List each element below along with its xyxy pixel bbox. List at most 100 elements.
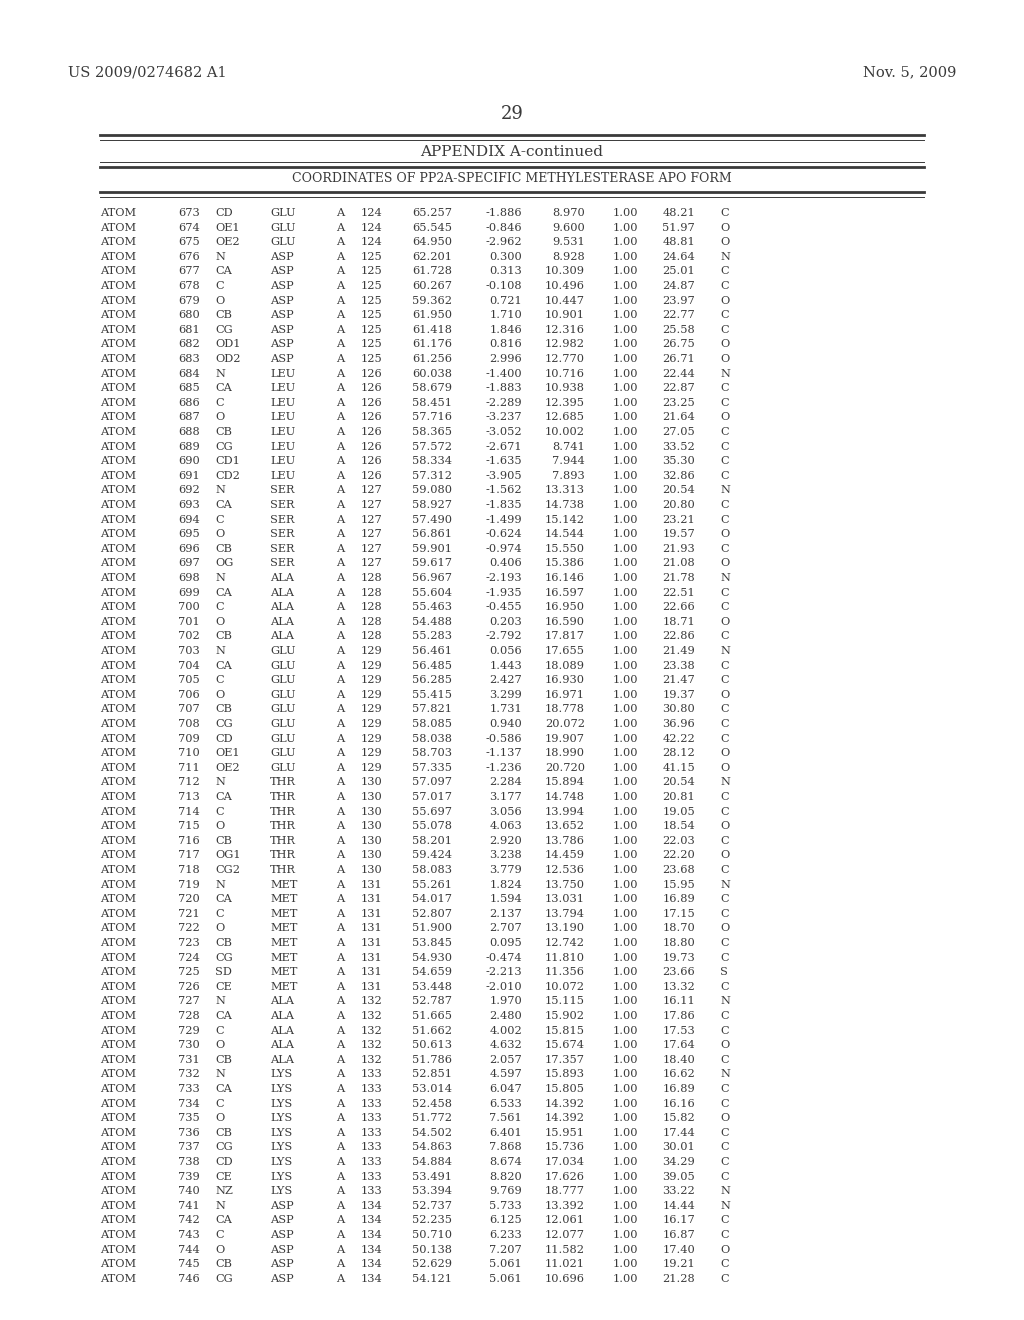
Text: 707: 707 bbox=[178, 705, 200, 714]
Text: 735: 735 bbox=[178, 1113, 200, 1123]
Text: 676: 676 bbox=[178, 252, 200, 261]
Text: 130: 130 bbox=[360, 807, 382, 817]
Text: 16.17: 16.17 bbox=[663, 1216, 695, 1225]
Text: ASP: ASP bbox=[270, 325, 294, 335]
Text: C: C bbox=[720, 807, 729, 817]
Text: 13.031: 13.031 bbox=[545, 894, 585, 904]
Text: 679: 679 bbox=[178, 296, 200, 306]
Text: 55.697: 55.697 bbox=[412, 807, 452, 817]
Text: A: A bbox=[336, 1113, 344, 1123]
Text: 682: 682 bbox=[178, 339, 200, 350]
Text: ATOM: ATOM bbox=[100, 705, 136, 714]
Text: A: A bbox=[336, 1040, 344, 1051]
Text: 126: 126 bbox=[360, 442, 382, 451]
Text: 1.00: 1.00 bbox=[612, 1216, 638, 1225]
Text: 21.47: 21.47 bbox=[663, 676, 695, 685]
Text: 127: 127 bbox=[360, 515, 382, 524]
Text: 8.820: 8.820 bbox=[489, 1172, 522, 1181]
Text: 15.674: 15.674 bbox=[545, 1040, 585, 1051]
Text: CE: CE bbox=[215, 1172, 231, 1181]
Text: 1.00: 1.00 bbox=[612, 544, 638, 554]
Text: 8.741: 8.741 bbox=[552, 442, 585, 451]
Text: A: A bbox=[336, 442, 344, 451]
Text: 22.77: 22.77 bbox=[663, 310, 695, 321]
Text: 1.00: 1.00 bbox=[612, 426, 638, 437]
Text: 65.257: 65.257 bbox=[412, 209, 452, 218]
Text: 53.845: 53.845 bbox=[412, 939, 452, 948]
Text: 746: 746 bbox=[178, 1274, 200, 1284]
Text: ATOM: ATOM bbox=[100, 1187, 136, 1196]
Text: -1.835: -1.835 bbox=[485, 500, 522, 510]
Text: 130: 130 bbox=[360, 821, 382, 832]
Text: 2.057: 2.057 bbox=[489, 1055, 522, 1065]
Text: 126: 126 bbox=[360, 457, 382, 466]
Text: 125: 125 bbox=[360, 296, 382, 306]
Text: C: C bbox=[720, 631, 729, 642]
Text: ATOM: ATOM bbox=[100, 383, 136, 393]
Text: 12.061: 12.061 bbox=[545, 1216, 585, 1225]
Text: 58.927: 58.927 bbox=[412, 500, 452, 510]
Text: 1.00: 1.00 bbox=[612, 968, 638, 977]
Text: 20.81: 20.81 bbox=[663, 792, 695, 803]
Text: 131: 131 bbox=[360, 968, 382, 977]
Text: 4.063: 4.063 bbox=[489, 821, 522, 832]
Text: ATOM: ATOM bbox=[100, 690, 136, 700]
Text: 736: 736 bbox=[178, 1127, 200, 1138]
Text: 134: 134 bbox=[360, 1245, 382, 1254]
Text: OE2: OE2 bbox=[215, 238, 240, 247]
Text: 128: 128 bbox=[360, 631, 382, 642]
Text: C: C bbox=[720, 1216, 729, 1225]
Text: LYS: LYS bbox=[270, 1113, 292, 1123]
Text: 61.728: 61.728 bbox=[412, 267, 452, 276]
Text: 56.861: 56.861 bbox=[412, 529, 452, 539]
Text: 713: 713 bbox=[178, 792, 200, 803]
Text: 13.750: 13.750 bbox=[545, 879, 585, 890]
Text: 134: 134 bbox=[360, 1274, 382, 1284]
Text: 15.95: 15.95 bbox=[663, 879, 695, 890]
Text: 131: 131 bbox=[360, 908, 382, 919]
Text: COORDINATES OF PP2A-SPECIFIC METHYLESTERASE APO FORM: COORDINATES OF PP2A-SPECIFIC METHYLESTER… bbox=[292, 172, 732, 185]
Text: C: C bbox=[215, 602, 223, 612]
Text: 1.824: 1.824 bbox=[489, 879, 522, 890]
Text: LEU: LEU bbox=[270, 397, 295, 408]
Text: A: A bbox=[336, 865, 344, 875]
Text: 134: 134 bbox=[360, 1201, 382, 1210]
Text: A: A bbox=[336, 1201, 344, 1210]
Text: ASP: ASP bbox=[270, 1259, 294, 1270]
Text: O: O bbox=[215, 1245, 224, 1254]
Text: A: A bbox=[336, 1187, 344, 1196]
Text: C: C bbox=[215, 281, 223, 290]
Text: A: A bbox=[336, 1158, 344, 1167]
Text: ATOM: ATOM bbox=[100, 777, 136, 788]
Text: 673: 673 bbox=[178, 209, 200, 218]
Text: ALA: ALA bbox=[270, 587, 294, 598]
Text: 10.696: 10.696 bbox=[545, 1274, 585, 1284]
Text: GLU: GLU bbox=[270, 719, 296, 729]
Text: 677: 677 bbox=[178, 267, 200, 276]
Text: N: N bbox=[215, 777, 225, 788]
Text: LYS: LYS bbox=[270, 1084, 292, 1094]
Text: A: A bbox=[336, 1216, 344, 1225]
Text: 125: 125 bbox=[360, 281, 382, 290]
Text: C: C bbox=[720, 602, 729, 612]
Text: 8.928: 8.928 bbox=[552, 252, 585, 261]
Text: 696: 696 bbox=[178, 544, 200, 554]
Text: 51.97: 51.97 bbox=[663, 223, 695, 232]
Text: LEU: LEU bbox=[270, 442, 295, 451]
Text: N: N bbox=[215, 1069, 225, 1080]
Text: 51.772: 51.772 bbox=[412, 1113, 452, 1123]
Text: 23.38: 23.38 bbox=[663, 660, 695, 671]
Text: 680: 680 bbox=[178, 310, 200, 321]
Text: 50.138: 50.138 bbox=[412, 1245, 452, 1254]
Text: ATOM: ATOM bbox=[100, 1055, 136, 1065]
Text: C: C bbox=[720, 209, 729, 218]
Text: LEU: LEU bbox=[270, 368, 295, 379]
Text: 24.64: 24.64 bbox=[663, 252, 695, 261]
Text: -1.883: -1.883 bbox=[485, 383, 522, 393]
Text: 698: 698 bbox=[178, 573, 200, 583]
Text: MET: MET bbox=[270, 879, 297, 890]
Text: 17.034: 17.034 bbox=[545, 1158, 585, 1167]
Text: 1.00: 1.00 bbox=[612, 310, 638, 321]
Text: C: C bbox=[720, 500, 729, 510]
Text: -1.562: -1.562 bbox=[485, 486, 522, 495]
